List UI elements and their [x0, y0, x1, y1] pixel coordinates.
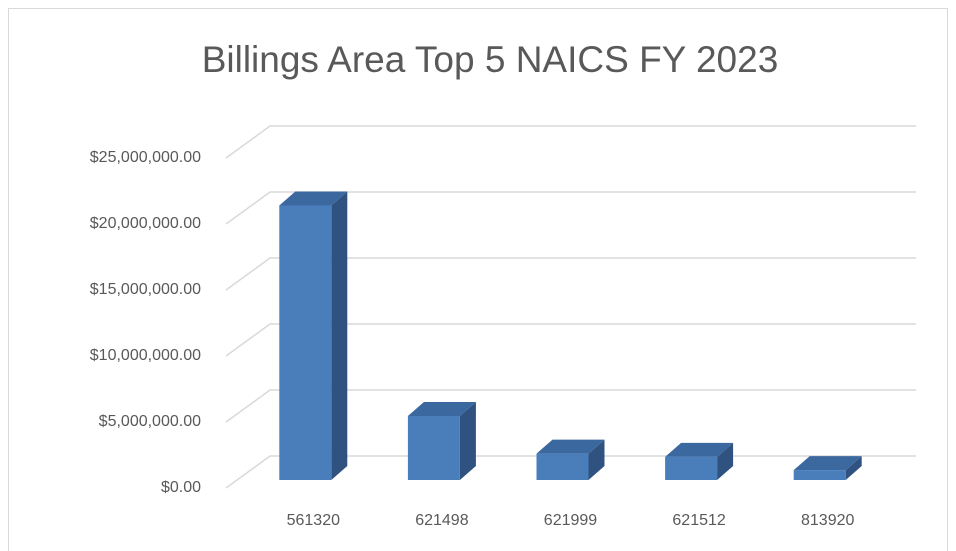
grid-line [225, 125, 916, 159]
bar [536, 453, 589, 480]
bar [407, 415, 460, 480]
chart-border [8, 8, 948, 551]
bar-top [279, 191, 348, 206]
y-tick-label: $10,000,000.00 [90, 347, 201, 364]
grid-line [225, 191, 916, 225]
bar-top [407, 401, 476, 416]
bar-side [845, 456, 862, 480]
bar-side [717, 442, 734, 480]
x-tick-label: 561320 [287, 512, 340, 529]
x-tick-label: 621512 [672, 512, 725, 529]
y-tick-label: $20,000,000.00 [90, 215, 201, 232]
bar-top [793, 456, 862, 471]
bar-top [536, 439, 605, 454]
y-tick-label: $15,000,000.00 [90, 281, 201, 298]
y-tick-label: $5,000,000.00 [99, 413, 201, 430]
bar-side [459, 401, 476, 480]
grid-line [225, 389, 916, 423]
y-tick-label: $25,000,000.00 [90, 149, 201, 166]
x-tick-label: 621498 [415, 512, 468, 529]
bar-side [331, 191, 348, 480]
bar [665, 456, 718, 480]
grid-line [225, 323, 916, 357]
x-tick-label: 621999 [544, 512, 597, 529]
grid-line [225, 257, 916, 291]
chart-title: Billings Area Top 5 NAICS FY 2023 [202, 39, 779, 80]
x-tick-label: 813920 [801, 512, 854, 529]
bar [793, 470, 846, 480]
bar-top [665, 442, 734, 457]
bar-side [588, 439, 605, 480]
y-tick-label: $0.00 [161, 479, 201, 496]
bar [279, 205, 332, 480]
